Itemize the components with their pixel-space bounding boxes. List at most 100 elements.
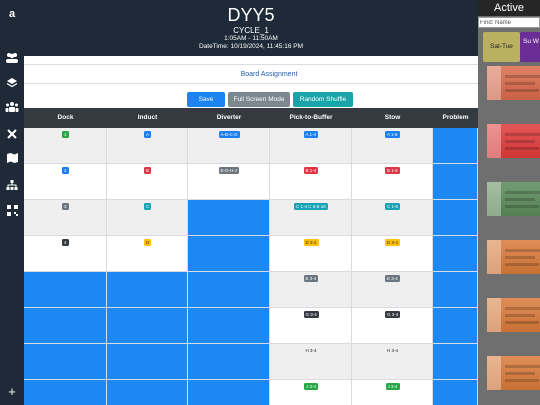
cell-induct-row-1[interactable]: A (107, 128, 188, 164)
cell-pick-to-buffer-row-1[interactable]: A 1-4 (270, 128, 352, 164)
assignment-badge[interactable]: 3 (62, 203, 69, 210)
cycle-time-window: 1:05AM - 11:50AM (224, 35, 278, 42)
cell-diverter-row-1[interactable]: A-B-C-D (188, 128, 270, 164)
cell-stow-row-6[interactable]: G 3-4 (352, 308, 433, 344)
assignment-badge[interactable]: E-G-H-J (218, 167, 239, 174)
cell-stow-row-5[interactable]: E 3-4 (352, 272, 433, 308)
cell-problem-row-5[interactable] (433, 272, 478, 308)
assignment-badge[interactable]: J 3-4 (304, 383, 319, 390)
cell-induct-row-5[interactable] (107, 272, 188, 308)
cell-dock-row-6[interactable] (24, 308, 107, 344)
cell-pick-to-buffer-row-7[interactable]: H 3-4 (270, 344, 352, 380)
assignment-badge[interactable]: 2 (62, 167, 69, 174)
map-icon[interactable] (3, 152, 21, 168)
cell-problem-row-3[interactable] (433, 200, 478, 236)
save-button[interactable]: Save (187, 92, 225, 107)
cell-problem-row-4[interactable] (433, 236, 478, 272)
assignment-badge[interactable]: C 1-4 C 6-8-10 (294, 203, 328, 210)
find-name-input[interactable] (478, 17, 540, 28)
assignment-badge[interactable]: E 3-4 (303, 275, 319, 282)
assignment-badge[interactable]: 1 (62, 131, 69, 138)
cell-stow-row-8[interactable]: J 3-4 (352, 380, 433, 405)
associate-card[interactable] (487, 298, 540, 332)
assignment-badge[interactable]: D 3-4 (303, 239, 319, 246)
layers-icon[interactable] (3, 77, 21, 93)
associate-card[interactable] (487, 66, 540, 100)
assignment-badge[interactable]: C 1-6 (385, 203, 401, 210)
cell-induct-row-6[interactable] (107, 308, 188, 344)
group-icon[interactable] (3, 101, 21, 117)
cell-pick-to-buffer-row-8[interactable]: J 3-4 (270, 380, 352, 405)
assignment-badge[interactable]: H 3-4 (387, 348, 399, 353)
cell-pick-to-buffer-row-2[interactable]: B 1-4 (270, 164, 352, 200)
assignment-badge[interactable]: B (144, 167, 152, 174)
assignment-badge[interactable]: H 3-4 (305, 348, 317, 353)
full-screen-button[interactable]: Full Screen Mode (228, 92, 290, 107)
cell-diverter-row-4[interactable] (188, 236, 270, 272)
cell-stow-row-4[interactable]: D 3-4 (352, 236, 433, 272)
associate-card[interactable] (487, 356, 540, 390)
assignment-badge[interactable]: 4 (62, 239, 69, 246)
assignment-badge[interactable]: G 3-4 (385, 311, 401, 318)
card-text-line (505, 205, 539, 208)
associate-photo (487, 124, 501, 158)
assignment-badge[interactable]: D (144, 239, 152, 246)
assignment-badge[interactable]: A-B-C-D (218, 131, 240, 138)
cell-dock-row-1[interactable]: 1 (24, 128, 107, 164)
assignment-badge[interactable]: G 3-4 (303, 311, 319, 318)
qr-grid-icon[interactable] (3, 205, 21, 221)
users-icon[interactable] (3, 52, 21, 68)
cell-dock-row-3[interactable]: 3 (24, 200, 107, 236)
cell-diverter-row-5[interactable] (188, 272, 270, 308)
cell-dock-row-7[interactable] (24, 344, 107, 380)
cell-diverter-row-3[interactable] (188, 200, 270, 236)
assignment-badge[interactable]: E 3-4 (385, 275, 400, 282)
cell-pick-to-buffer-row-4[interactable]: D 3-4 (270, 236, 352, 272)
cell-problem-row-2[interactable] (433, 164, 478, 200)
column-header-pick-to-buffer: Pick-to-Buffer (289, 114, 333, 121)
cell-diverter-row-6[interactable] (188, 308, 270, 344)
cell-stow-row-1[interactable]: A 1-6 (352, 128, 433, 164)
associate-card[interactable] (487, 124, 540, 158)
cell-problem-row-6[interactable] (433, 308, 478, 344)
cell-diverter-row-8[interactable] (188, 380, 270, 405)
assignment-badge[interactable]: D 3-4 (385, 239, 401, 246)
cell-pick-to-buffer-row-6[interactable]: G 3-4 (270, 308, 352, 344)
cell-problem-row-1[interactable] (433, 128, 478, 164)
cell-dock-row-4[interactable]: 4 (24, 236, 107, 272)
cell-diverter-row-2[interactable]: E-G-H-J (188, 164, 270, 200)
cell-diverter-row-7[interactable] (188, 344, 270, 380)
sitemap-icon[interactable] (3, 179, 21, 195)
assignment-badge[interactable]: C (144, 203, 152, 210)
random-shuffle-button[interactable]: Random Shuffle (293, 92, 353, 107)
plus-icon[interactable]: + (8, 384, 16, 399)
cell-induct-row-4[interactable]: D (107, 236, 188, 272)
column-header-dock: Dock (57, 114, 74, 121)
assignment-badge[interactable]: J 3-4 (385, 383, 400, 390)
cell-stow-row-2[interactable]: B 1-6 (352, 164, 433, 200)
tools-icon[interactable] (3, 128, 21, 144)
cell-problem-row-8[interactable] (433, 380, 478, 405)
associate-card[interactable] (487, 182, 540, 216)
tab-sun-wed[interactable]: Su W (520, 32, 540, 62)
amazon-logo-icon[interactable]: a (8, 8, 16, 20)
cell-stow-row-3[interactable]: C 1-6 (352, 200, 433, 236)
associate-card[interactable] (487, 240, 540, 274)
cell-stow-row-7[interactable]: H 3-4 (352, 344, 433, 380)
assignment-badge[interactable]: B 1-4 (303, 167, 319, 174)
cell-dock-row-5[interactable] (24, 272, 107, 308)
cell-induct-row-3[interactable]: C (107, 200, 188, 236)
cell-induct-row-8[interactable] (107, 380, 188, 405)
cell-dock-row-8[interactable] (24, 380, 107, 405)
cell-pick-to-buffer-row-5[interactable]: E 3-4 (270, 272, 352, 308)
cell-pick-to-buffer-row-3[interactable]: C 1-4 C 6-8-10 (270, 200, 352, 236)
tab-sat-tue[interactable]: Sat-Tue (483, 32, 520, 62)
cell-induct-row-2[interactable]: B (107, 164, 188, 200)
assignment-badge[interactable]: A (144, 131, 152, 138)
assignment-badge[interactable]: A 1-6 (385, 131, 400, 138)
assignment-badge[interactable]: A 1-4 (303, 131, 319, 138)
cell-dock-row-2[interactable]: 2 (24, 164, 107, 200)
assignment-badge[interactable]: B 1-6 (385, 167, 400, 174)
cell-induct-row-7[interactable] (107, 344, 188, 380)
cell-problem-row-7[interactable] (433, 344, 478, 380)
